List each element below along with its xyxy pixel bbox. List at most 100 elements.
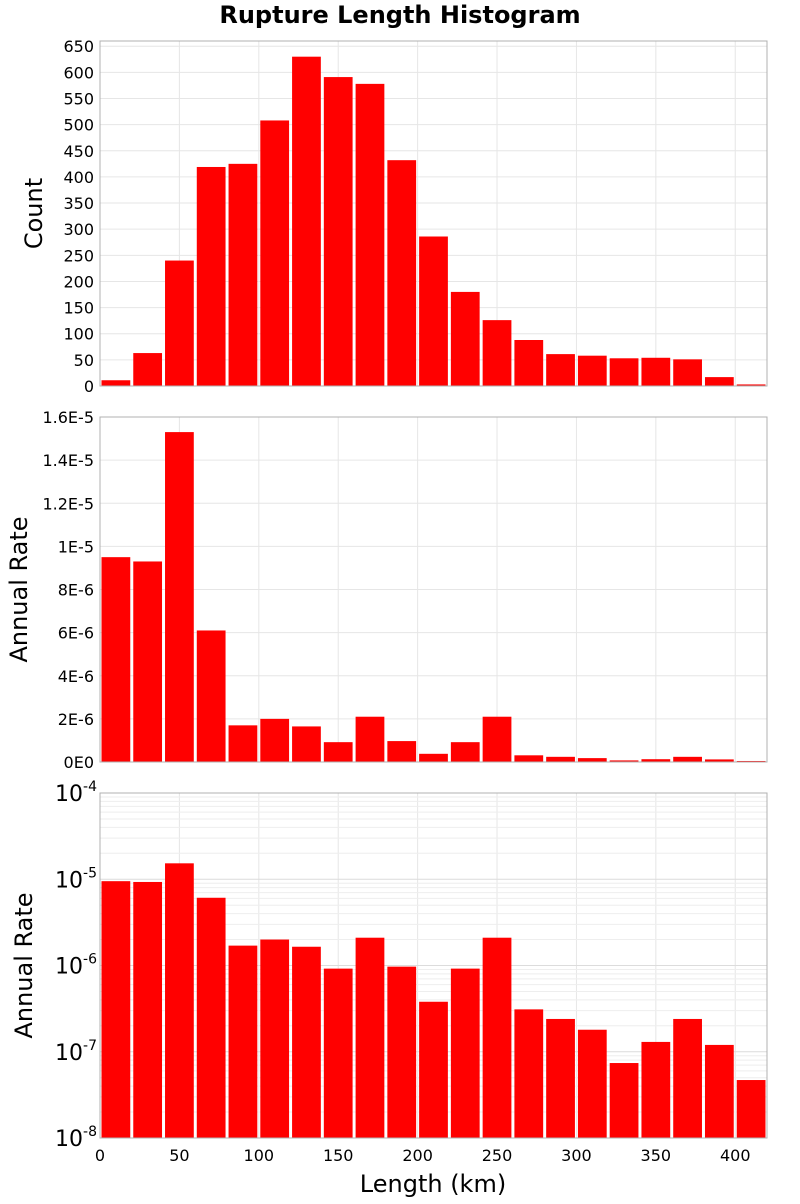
y-tick-label: 10-8: [55, 1124, 97, 1152]
bar: [546, 1018, 575, 1138]
bar: [514, 1009, 544, 1138]
bar: [450, 291, 480, 386]
chart-panel-1: 0 50 100 150 200 250 300 350 400 450 500 550 600 650 C…: [20, 37, 768, 396]
y-tick-label: 50: [74, 351, 94, 370]
y-tick-label: 450: [63, 142, 94, 161]
y-tick-label: 600: [63, 63, 94, 82]
y-tick-labels: 0 50 100 150 200 250 300 350 400 450 500 550 600 650: [63, 37, 94, 396]
tick-base: 10: [55, 868, 83, 893]
y-axis-label: Annual Rate: [5, 516, 33, 662]
bars: [101, 432, 766, 762]
bar: [323, 742, 353, 762]
bar: [323, 968, 353, 1138]
bar: [450, 968, 480, 1138]
chart-title: Rupture Length Histogram: [219, 1, 580, 29]
bar: [609, 358, 639, 386]
y-tick-label: 10-5: [55, 865, 97, 893]
bar: [546, 756, 575, 762]
y-axis-label: Count: [20, 178, 48, 249]
bar: [641, 357, 671, 386]
panels-layer: 050100150200250300350400450500550600650C…: [5, 37, 768, 1165]
bar: [196, 897, 226, 1138]
bar: [673, 1018, 702, 1138]
bar: [450, 742, 480, 762]
bar: [133, 881, 163, 1138]
tick-base: 10: [55, 1041, 83, 1066]
x-tick-label: 200: [402, 1146, 433, 1165]
x-tick-label: 400: [720, 1146, 751, 1165]
bar: [419, 1001, 448, 1138]
bar: [165, 863, 194, 1138]
y-tick-label: 550: [63, 90, 94, 109]
tick-base: 10: [55, 782, 83, 807]
y-tick-labels: 0E0 2E-6 4E-6 6E-6 8E-6 1E-5 1.2E-5 1.4E-5 1.6E-…: [42, 408, 94, 772]
bar: [577, 1029, 607, 1138]
bar: [101, 557, 131, 762]
bar: [704, 759, 734, 762]
y-tick-label: 650: [63, 37, 94, 56]
bar: [514, 340, 544, 386]
x-tick-label: 250: [482, 1146, 513, 1165]
bar: [228, 945, 258, 1138]
y-tick-label: 1.4E-5: [42, 451, 94, 470]
bar: [165, 260, 194, 386]
bar: [196, 166, 226, 386]
y-tick-label: 350: [63, 194, 94, 213]
bar: [292, 726, 321, 762]
y-tick-label: 500: [63, 116, 94, 135]
y-tick-label: 200: [63, 272, 94, 291]
bar: [577, 355, 607, 386]
bar: [260, 718, 290, 762]
bar: [673, 756, 702, 762]
y-tick-label: 0E0: [64, 753, 94, 772]
bar: [577, 758, 607, 762]
x-tick-label: 0: [95, 1146, 105, 1165]
chart-panel-2: 0E0 2E-6 4E-6 6E-6 8E-6 1E-5 1.2E-5 1.4E-5 1.6E-…: [5, 408, 768, 772]
bars: [101, 863, 766, 1138]
tick-exponent: -7: [83, 1038, 97, 1054]
tick-base: 10: [55, 1127, 83, 1152]
bar: [609, 760, 639, 762]
bar: [514, 755, 544, 762]
tick-base: 10: [55, 955, 83, 980]
y-tick-label: 250: [63, 246, 94, 265]
tick-exponent: -4: [83, 779, 97, 795]
x-tick-label: 300: [561, 1146, 592, 1165]
bar: [736, 384, 766, 386]
x-tick-label: 350: [641, 1146, 672, 1165]
bar: [641, 1041, 671, 1138]
y-tick-label: 1E-5: [58, 537, 94, 556]
bar: [736, 1080, 766, 1138]
bar: [673, 359, 702, 386]
y-tick-label: 100: [63, 325, 94, 344]
tick-exponent: -8: [83, 1124, 97, 1140]
y-tick-label: 1.2E-5: [42, 494, 94, 513]
x-tick-label: 100: [244, 1146, 275, 1165]
bar: [387, 966, 417, 1138]
bar: [228, 163, 258, 386]
bar: [387, 160, 417, 386]
bar: [482, 937, 512, 1138]
bar: [482, 716, 512, 762]
y-tick-label: 400: [63, 168, 94, 187]
bar: [323, 77, 353, 387]
tick-exponent: -6: [83, 952, 97, 968]
bar: [133, 561, 163, 762]
bar: [355, 937, 385, 1138]
y-tick-label: 0: [84, 377, 94, 396]
y-tick-label: 150: [63, 299, 94, 318]
bar: [196, 630, 226, 762]
x-tick-label: 150: [323, 1146, 354, 1165]
y-tick-label: 10-7: [55, 1038, 97, 1066]
bar: [355, 83, 385, 386]
bar: [482, 320, 512, 386]
y-tick-label: 8E-6: [58, 581, 94, 600]
bar: [228, 725, 258, 762]
bar: [260, 120, 290, 387]
bar: [260, 939, 290, 1138]
plot-frame: [99, 40, 768, 387]
bar: [704, 1044, 734, 1138]
x-tick-labels: 0 50 100 150 200 250 300 350 400: [95, 1146, 751, 1165]
